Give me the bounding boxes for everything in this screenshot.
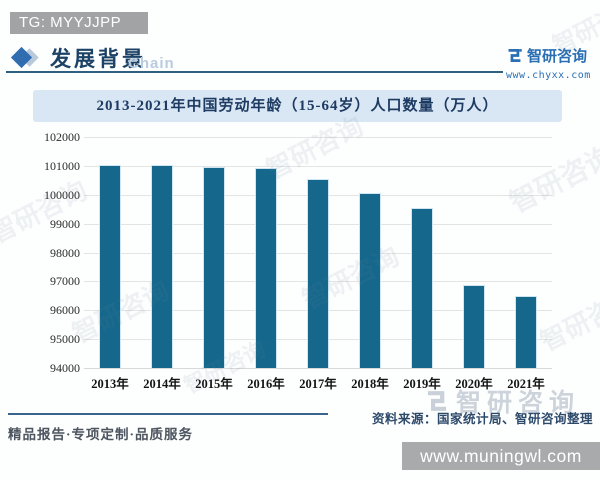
bar-2013年: [99, 164, 121, 368]
section-title: 发展背景: [50, 47, 146, 71]
x-tick-label: 2017年: [299, 377, 337, 391]
section-header: 发展背景: [10, 45, 146, 71]
tg-badge: TG: MYYJJPP: [10, 12, 148, 34]
gridline: [84, 165, 552, 167]
bar-2018年: [359, 192, 381, 368]
plot-area: [84, 137, 552, 369]
x-tick-label: 2018年: [351, 377, 389, 391]
bar-2020年: [463, 285, 485, 368]
x-tick-label: 2013年: [91, 377, 129, 391]
bar-2017年: [307, 178, 329, 368]
brand-website: www.chyxx.com: [506, 70, 591, 81]
y-tick-label: 94000: [50, 361, 80, 375]
brand-name: 智研咨询: [527, 49, 588, 65]
header-divider: [6, 71, 503, 73]
y-tick-label: 96000: [50, 303, 80, 318]
y-tick-label: 101000: [44, 158, 80, 173]
chart-title: 2013-2021年中国劳动年龄（15-64岁）人口数量（万人）: [33, 90, 562, 122]
footer-tagline: 精品报告·专项定制·品质服务: [8, 427, 194, 442]
zhiyan-logo-icon: [508, 49, 522, 62]
x-tick-label: 2019年: [403, 377, 441, 391]
bar-2021年: [515, 296, 537, 368]
source-note: 资料来源：国家统计局、智研咨询整理: [371, 412, 593, 426]
gridline: [84, 137, 552, 138]
x-tick-label: 2020年: [455, 377, 493, 391]
gridline: [84, 368, 552, 369]
y-axis: 94000 95000 96000 97000 98000 99000 100000 1010…: [24, 130, 80, 375]
bar-2016年: [255, 167, 277, 368]
x-tick-label: 2021年: [507, 377, 545, 391]
watermark-chain-text: Chain: [128, 55, 175, 72]
x-axis: 2013年 2014年 2015年 2016年 2017年 2018年 2019年 2020年…: [84, 373, 552, 391]
y-tick-label: 102000: [44, 130, 80, 144]
x-tick-label: 2014年: [143, 377, 181, 391]
bar-2014年: [151, 164, 173, 368]
url-watermark-bar: www.muningwl.com: [402, 442, 600, 470]
y-tick-label: 99000: [50, 216, 80, 231]
x-tick-label: 2016年: [247, 377, 285, 391]
brand-block: 智研咨询 www.chyxx.com: [506, 45, 598, 81]
x-tick-label: 2015年: [195, 377, 233, 391]
y-tick-label: 100000: [44, 187, 80, 202]
footer-divider: [8, 413, 328, 415]
y-tick-label: 97000: [50, 274, 80, 289]
diamond-icon: [10, 46, 42, 69]
bar-2015年: [203, 166, 225, 368]
y-tick-label: 95000: [50, 332, 80, 347]
y-tick-label: 98000: [50, 245, 80, 260]
bar-2019年: [411, 207, 433, 368]
